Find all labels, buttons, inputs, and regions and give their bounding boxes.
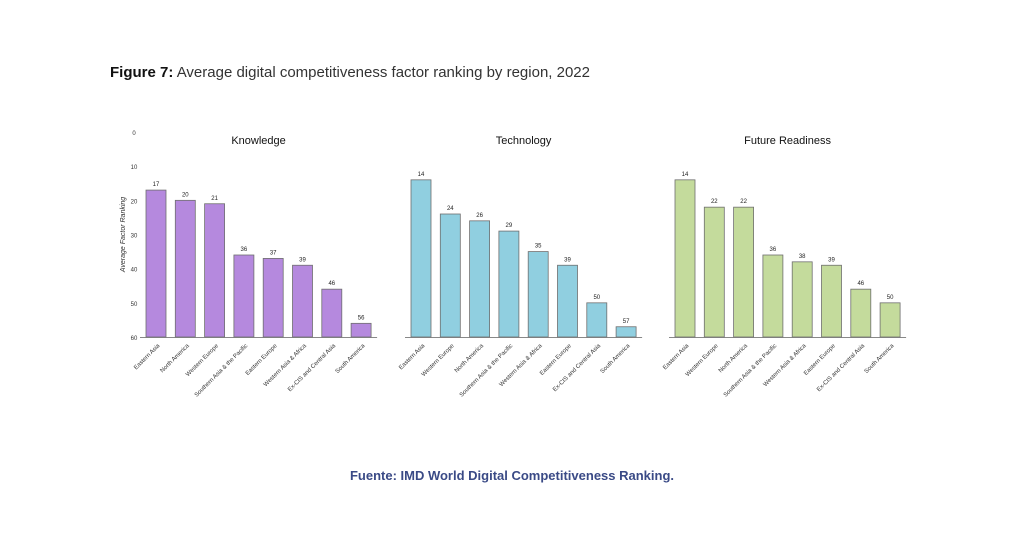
y-axis-label: Average Factor Ranking — [120, 197, 127, 273]
figure-title-text: Average digital competitiveness factor r… — [176, 64, 590, 81]
bar — [879, 302, 901, 338]
data-label: 39 — [828, 257, 835, 263]
bar — [762, 254, 784, 338]
y-tick-label: 40 — [131, 268, 138, 274]
category-label: North America — [718, 343, 750, 375]
panel-title: Knowledge — [231, 135, 285, 147]
bar — [527, 251, 549, 338]
y-tick-label: 0 — [132, 131, 136, 137]
data-label: 56 — [358, 315, 365, 321]
category-label: Western Europe — [421, 343, 456, 378]
category-label: North America — [160, 343, 192, 375]
figure-title: Figure 7: Average digital competitivenes… — [110, 64, 590, 81]
category-label: Eastern Asia — [398, 343, 427, 372]
category-label: Southern Asia & the Pacific — [459, 343, 514, 398]
bar — [292, 264, 313, 338]
bar — [145, 189, 167, 338]
bar — [733, 206, 754, 338]
figure-label: Figure 7: — [110, 64, 174, 81]
bar — [498, 230, 520, 338]
data-label: 21 — [211, 196, 218, 202]
data-label: 39 — [299, 257, 306, 263]
data-label: 20 — [182, 192, 189, 198]
bar — [204, 203, 226, 338]
data-label: 57 — [623, 319, 630, 325]
bar — [615, 326, 637, 338]
y-tick-label: 30 — [131, 234, 138, 240]
bar — [703, 206, 725, 338]
source-note: Fuente: IMD World Digital Competitivenes… — [349, 468, 675, 483]
data-label: 46 — [328, 281, 335, 287]
data-label: 29 — [506, 223, 513, 229]
data-label: 50 — [593, 295, 600, 301]
bar — [557, 264, 578, 338]
panel-title: Technology — [496, 135, 552, 147]
data-label: 46 — [857, 281, 864, 287]
category-label: South America — [600, 343, 632, 375]
data-label: 36 — [241, 247, 248, 253]
y-tick-label: 60 — [131, 336, 138, 342]
category-label: Western Europe — [685, 343, 720, 378]
data-label: 35 — [535, 244, 542, 250]
panel-title: Future Readiness — [744, 135, 831, 147]
data-label: 39 — [564, 257, 571, 263]
bar — [262, 258, 284, 338]
category-label: South America — [335, 343, 367, 375]
category-label: Southern Asia & the Pacific — [194, 343, 249, 398]
bar — [233, 254, 255, 338]
data-label: 38 — [799, 254, 806, 260]
bar — [350, 322, 372, 338]
data-label: 26 — [476, 213, 483, 219]
category-label: South America — [864, 343, 896, 375]
data-label: 37 — [270, 250, 277, 256]
category-label: Southern Asia & the Pacific — [723, 343, 778, 398]
y-tick-label: 10 — [131, 165, 138, 171]
data-label: 24 — [447, 206, 454, 212]
category-label: North America — [454, 343, 486, 375]
data-label: 14 — [418, 172, 425, 178]
bar — [850, 288, 872, 338]
bar — [674, 179, 696, 338]
bar — [469, 220, 491, 338]
category-label: Ex-CIS and Central Asia — [287, 343, 337, 393]
data-label: 14 — [682, 172, 689, 178]
bar — [410, 179, 432, 338]
bar — [791, 261, 813, 338]
category-label: Eastern Asia — [133, 343, 162, 372]
data-label: 22 — [740, 199, 747, 205]
bar — [586, 302, 608, 338]
category-label: Ex-CIS and Central Asia — [552, 343, 602, 393]
bar — [321, 288, 343, 338]
category-label: Ex-CIS and Central Asia — [816, 343, 866, 393]
bar — [439, 213, 461, 338]
y-tick-label: 20 — [131, 199, 138, 205]
data-label: 22 — [711, 199, 718, 205]
y-tick-label: 50 — [131, 302, 138, 308]
category-label: Eastern Asia — [662, 343, 691, 372]
bar — [174, 199, 196, 338]
data-label: 50 — [887, 295, 894, 301]
data-label: 17 — [153, 182, 160, 188]
data-label: 36 — [770, 247, 777, 253]
bar — [821, 264, 842, 338]
